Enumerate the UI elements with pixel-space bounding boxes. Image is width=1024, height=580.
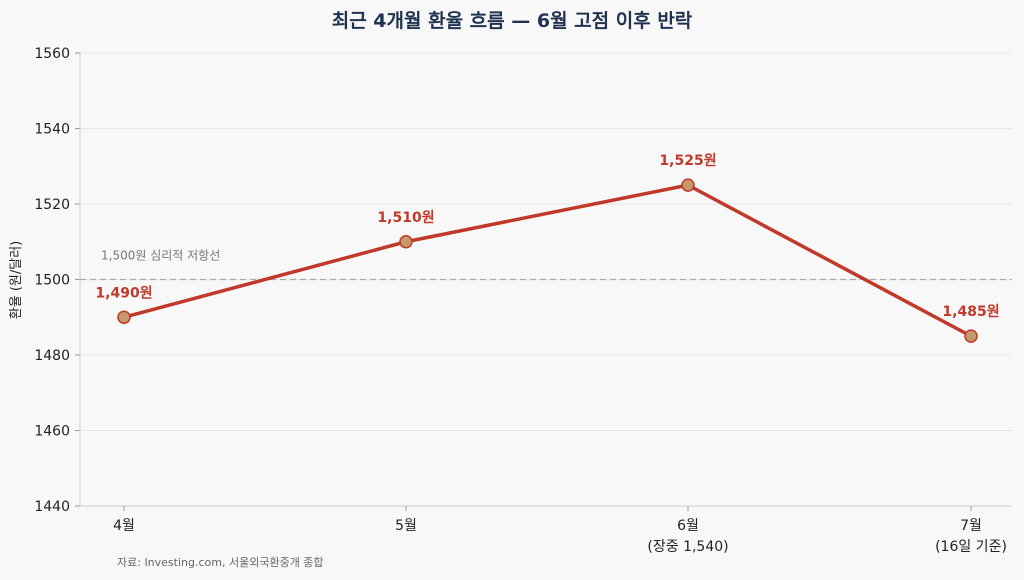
axes: 1440 1460 1480 1500 1520 1540 1560 4월 5월 6월 (장중 1,… bbox=[34, 46, 1012, 555]
reference-line-label: 1,500원 심리적 저항선 bbox=[101, 249, 220, 263]
series-line bbox=[123, 183, 972, 338]
y-tick-label: 1460 bbox=[34, 424, 70, 440]
x-tick-label: 7월 bbox=[960, 518, 982, 534]
x-tick-label: 5월 bbox=[395, 518, 417, 534]
x-tick-label: 4월 bbox=[113, 518, 135, 534]
y-tick-label: 1500 bbox=[34, 273, 70, 289]
y-tick-label: 1560 bbox=[34, 46, 70, 62]
y-tick-label: 1480 bbox=[34, 348, 70, 364]
y-tick-label: 1520 bbox=[34, 197, 70, 213]
y-tick-label: 1440 bbox=[34, 499, 70, 515]
data-point bbox=[964, 329, 978, 343]
chart-title: 최근 4개월 환율 흐름 — 6월 고점 이후 반락 bbox=[331, 10, 693, 32]
series-group bbox=[117, 178, 978, 343]
x-tick-sublabel: (장중 1,540) bbox=[647, 539, 728, 555]
source-note: 자료: Investing.com, 서울외국환중개 종합 bbox=[117, 556, 324, 569]
x-tick-sublabel: (16일 기준) bbox=[935, 539, 1007, 555]
data-label: 1,490원 bbox=[95, 285, 152, 301]
data-label: 1,525원 bbox=[659, 153, 716, 169]
labels-group: 1,490원 1,510원 1,525원 1,485원 bbox=[95, 153, 999, 320]
data-point bbox=[681, 178, 695, 192]
reference-line-group: 1,500원 심리적 저항선 bbox=[80, 249, 1012, 281]
data-label: 1,510원 bbox=[377, 210, 434, 226]
x-tick-label: 6월 bbox=[677, 518, 699, 534]
data-label: 1,485원 bbox=[942, 304, 999, 320]
data-point bbox=[399, 235, 413, 249]
y-axis-label: 환율 (원/달러) bbox=[9, 241, 24, 319]
y-tick-label: 1540 bbox=[34, 122, 70, 138]
data-point bbox=[117, 310, 131, 324]
